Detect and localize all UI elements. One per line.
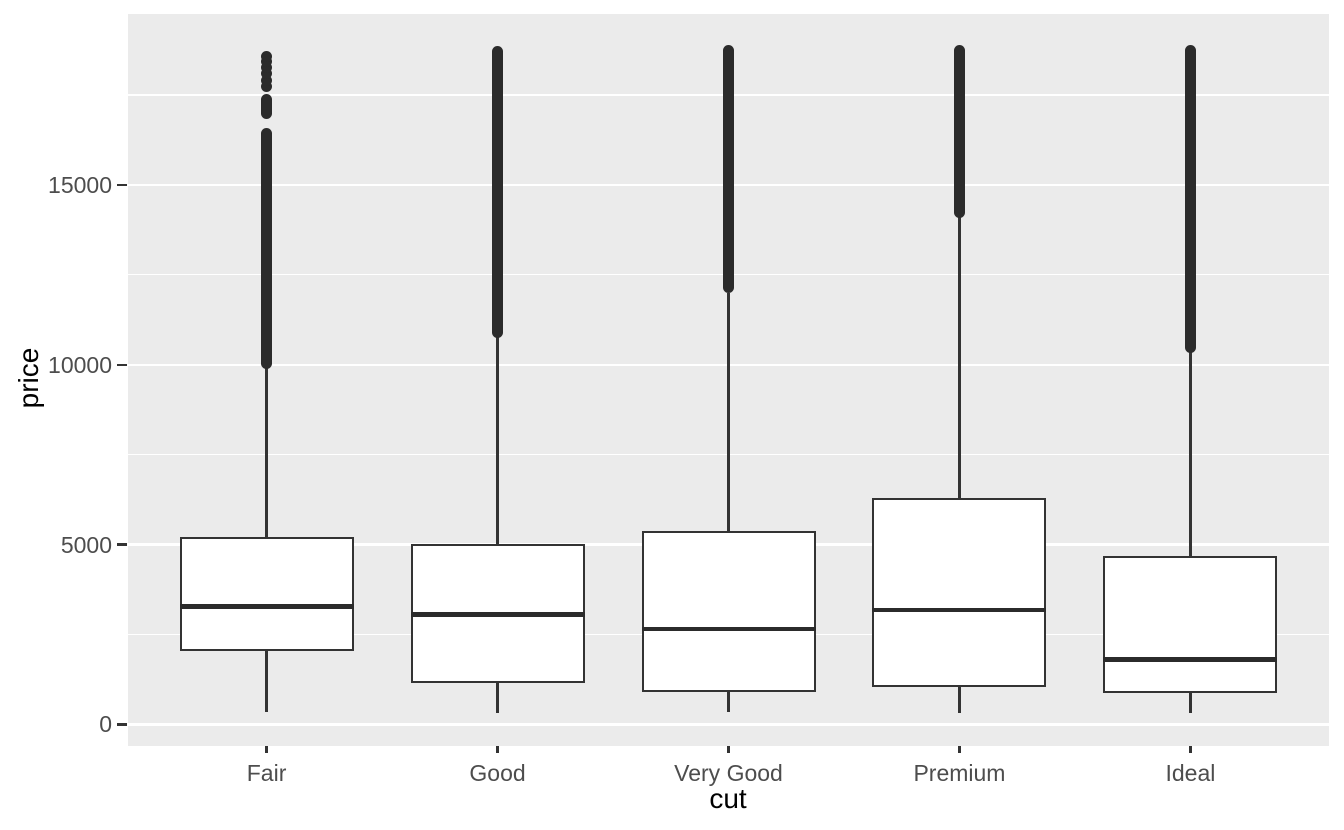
- outlier-column-fair-0: [261, 128, 273, 370]
- whisker-lower-good: [496, 683, 499, 713]
- x-tick-mark-ideal: [1189, 746, 1192, 753]
- median-line-very-good: [641, 626, 816, 632]
- y-axis-title: price: [13, 347, 44, 409]
- y-tick-mark-10000: [117, 363, 127, 366]
- whisker-lower-ideal: [1189, 692, 1192, 713]
- outlier-dot-fair-3: [261, 61, 273, 73]
- y-tick-label-10000: 10000: [48, 351, 112, 378]
- y-tick-mark-15000: [117, 183, 127, 186]
- plot-panel: [128, 14, 1329, 746]
- x-tick-label-premium: Premium: [913, 760, 1006, 786]
- median-line-good: [410, 612, 585, 617]
- y-tick-label-15000: 15000: [48, 171, 112, 198]
- x-tick-mark-very-good: [727, 746, 730, 753]
- whisker-lower-very-good: [727, 691, 730, 713]
- whisker-upper-good: [496, 336, 499, 544]
- outlier-dot-fair-1: [261, 74, 273, 86]
- x-tick-mark-good: [496, 746, 499, 753]
- x-tick-label-fair: Fair: [246, 760, 287, 786]
- outlier-column-good-0: [492, 46, 504, 338]
- x-tick-mark-fair: [265, 746, 268, 753]
- whisker-lower-premium: [958, 686, 961, 713]
- boxplot-box-very-good: [641, 531, 816, 692]
- x-tick-label-good: Good: [469, 760, 526, 786]
- y-tick-mark-0: [117, 723, 127, 726]
- gridline-major-0: [128, 723, 1329, 726]
- whisker-upper-ideal: [1189, 352, 1192, 557]
- boxplot-box-fair: [179, 537, 354, 651]
- boxplot-box-ideal: [1103, 556, 1278, 693]
- median-line-fair: [179, 604, 354, 609]
- median-line-ideal: [1103, 657, 1278, 662]
- outlier-dot-fair-0: [261, 81, 273, 93]
- whisker-upper-premium: [958, 217, 961, 498]
- y-tick-label-0: 0: [99, 711, 112, 738]
- whisker-upper-fair: [265, 366, 268, 538]
- x-tick-label-ideal: Ideal: [1165, 760, 1216, 786]
- whisker-lower-fair: [265, 650, 268, 713]
- y-tick-mark-5000: [117, 543, 127, 546]
- x-tick-label-very-good: Very Good: [674, 760, 783, 786]
- y-tick-label-5000: 5000: [60, 531, 112, 558]
- outlier-dot-fair-2: [261, 68, 273, 80]
- x-tick-mark-premium: [958, 746, 961, 753]
- outlier-dot-fair-5: [261, 51, 273, 63]
- median-line-premium: [872, 607, 1047, 613]
- outlier-column-very-good-0: [723, 45, 734, 293]
- outlier-column-fair-1: [261, 94, 273, 120]
- outlier-column-premium-0: [953, 44, 965, 218]
- whisker-upper-very-good: [727, 293, 730, 532]
- x-axis-title: cut: [709, 783, 747, 814]
- outlier-column-ideal-0: [1184, 45, 1196, 353]
- boxplot-box-premium: [872, 497, 1047, 687]
